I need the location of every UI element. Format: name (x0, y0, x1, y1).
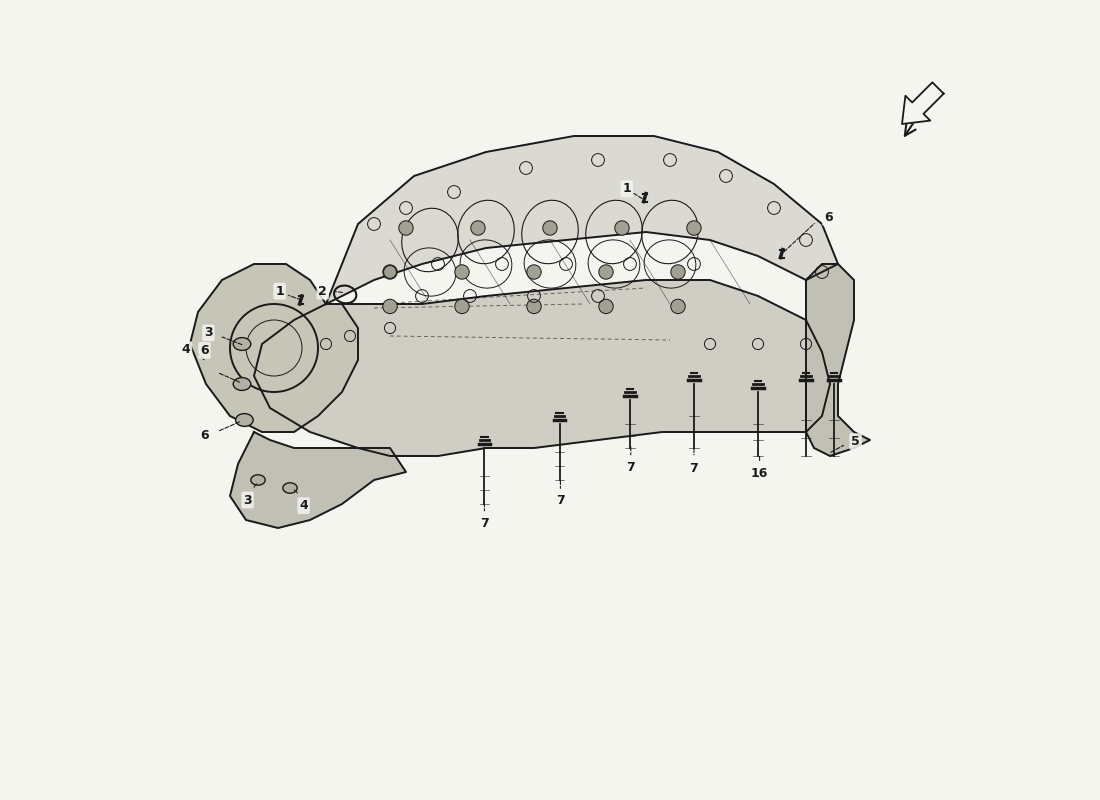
Text: 6: 6 (824, 211, 833, 224)
Polygon shape (190, 264, 358, 432)
Circle shape (454, 299, 470, 314)
Circle shape (454, 265, 470, 279)
Circle shape (383, 299, 397, 314)
Ellipse shape (235, 414, 253, 426)
Text: 2: 2 (318, 285, 327, 298)
Text: 7: 7 (690, 462, 698, 474)
Circle shape (527, 299, 541, 314)
Circle shape (399, 221, 414, 235)
Polygon shape (230, 432, 406, 528)
Text: 16: 16 (751, 467, 768, 480)
Circle shape (598, 299, 613, 314)
Text: 1: 1 (275, 285, 284, 298)
Ellipse shape (233, 378, 251, 390)
Text: 1: 1 (623, 182, 631, 195)
Circle shape (527, 265, 541, 279)
Ellipse shape (283, 482, 297, 493)
Circle shape (671, 265, 685, 279)
Text: 5: 5 (851, 435, 860, 448)
Text: 6: 6 (200, 429, 209, 442)
Circle shape (615, 221, 629, 235)
Ellipse shape (251, 475, 265, 485)
Polygon shape (254, 280, 830, 456)
Text: 3: 3 (205, 326, 212, 339)
Circle shape (542, 221, 558, 235)
Text: 7: 7 (556, 494, 564, 506)
Circle shape (671, 299, 685, 314)
Polygon shape (806, 264, 870, 456)
Text: 4: 4 (299, 499, 308, 512)
Text: 4: 4 (182, 343, 190, 356)
Text: 3: 3 (243, 494, 252, 506)
Circle shape (471, 221, 485, 235)
Text: 7: 7 (480, 517, 488, 530)
Text: 6: 6 (200, 344, 209, 357)
Circle shape (598, 265, 613, 279)
Circle shape (686, 221, 701, 235)
Circle shape (383, 265, 397, 279)
Polygon shape (902, 82, 944, 124)
Ellipse shape (233, 338, 251, 350)
Text: 7: 7 (626, 461, 635, 474)
Polygon shape (326, 136, 838, 304)
